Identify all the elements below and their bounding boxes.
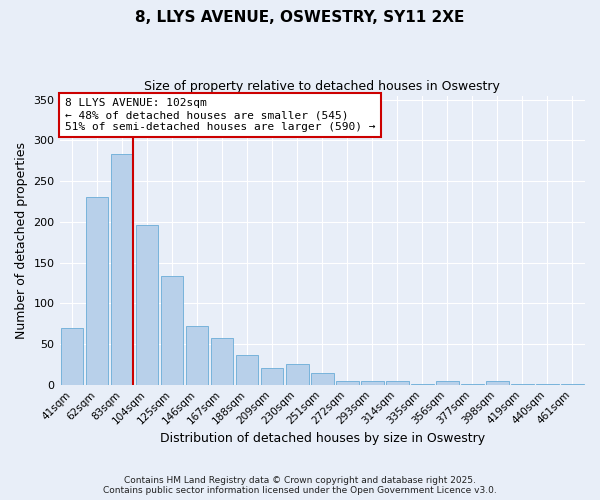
Bar [211,338,233,384]
Bar [386,382,409,384]
Y-axis label: Number of detached properties: Number of detached properties [15,142,28,338]
Text: 8, LLYS AVENUE, OSWESTRY, SY11 2XE: 8, LLYS AVENUE, OSWESTRY, SY11 2XE [136,10,464,25]
Bar [186,326,208,384]
Text: Contains HM Land Registry data © Crown copyright and database right 2025.
Contai: Contains HM Land Registry data © Crown c… [103,476,497,495]
Bar [336,382,359,384]
Bar [361,382,383,384]
Bar [286,364,308,384]
X-axis label: Distribution of detached houses by size in Oswestry: Distribution of detached houses by size … [160,432,485,445]
Bar [236,356,259,384]
Bar [486,380,509,384]
Bar [61,328,83,384]
Bar [161,276,184,384]
Bar [111,154,133,384]
Text: 8 LLYS AVENUE: 102sqm
← 48% of detached houses are smaller (545)
51% of semi-det: 8 LLYS AVENUE: 102sqm ← 48% of detached … [65,98,375,132]
Title: Size of property relative to detached houses in Oswestry: Size of property relative to detached ho… [145,80,500,93]
Bar [86,198,109,384]
Bar [311,374,334,384]
Bar [261,368,283,384]
Bar [436,380,458,384]
Bar [136,225,158,384]
